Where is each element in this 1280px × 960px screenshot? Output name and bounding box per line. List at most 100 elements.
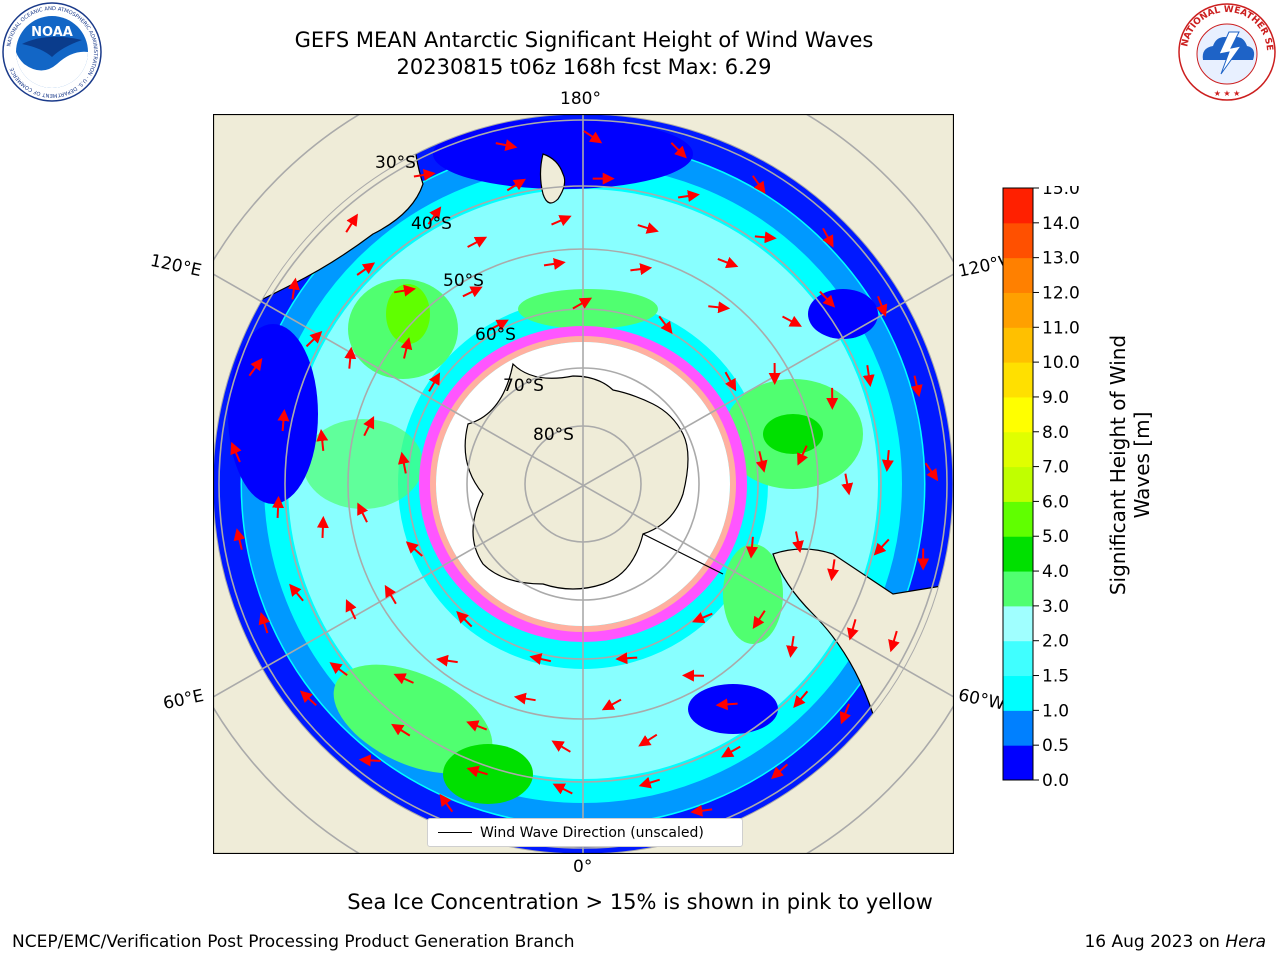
wave-direction-arrow [462,286,483,298]
colorbar-segment [1003,536,1033,572]
lat-label: 30°S [375,153,416,173]
colorbar-segment [1003,745,1033,781]
colorbar: 0.0 0.5 1.0 1.5 2.0 3.0 4.0 5.0 6.0 7.0 8.0 9.0 10.0… [1002,186,1080,786]
wave-direction-arrow [755,451,768,473]
wave-direction-arrow [822,227,834,248]
date-stamp: 16 Aug 2023 on Hera [1084,932,1266,952]
wave-direction-arrow [272,495,285,518]
wave-direction-arrow [316,515,329,538]
lon-label-0: 0° [573,857,593,877]
wave-direction-arrow [771,763,789,780]
wave-direction-arrow [839,703,851,725]
graticule [213,114,954,854]
wave-direction-arrow [721,745,741,758]
wave-direction-arrow [277,409,290,432]
wave-direction-arrow [637,222,659,234]
svg-text:★ ★ ★: ★ ★ ★ [1214,89,1241,98]
wave-direction-arrow [384,584,397,605]
wave-direction-arrow [258,612,271,634]
colorbar-tick-label: 6.0 [1042,492,1069,512]
wave-direction-arrow [439,793,454,813]
wave-direction-arrow [746,536,758,559]
credit-text: NCEP/EMC/Verification Post Processing Pr… [12,932,575,952]
wave-direction-arrow [345,213,358,233]
wave-direction-arrow [724,371,737,392]
wave-direction-arrow [754,231,777,244]
wave-direction-arrow [543,257,566,270]
wave-direction-arrow [677,190,700,202]
wave-direction-arrow [456,610,473,628]
wave-direction-arrow [305,331,323,348]
wave-direction-arrow [630,263,653,276]
date-text: 16 Aug 2023 on [1084,932,1226,952]
colorbar-segment [1003,605,1033,642]
wave-direction-arrow [495,139,518,151]
wave-direction-arrow [658,315,673,334]
wave-direction-arrow [797,445,808,466]
colorbar-segment [1003,466,1033,502]
wave-direction-arrow [506,178,526,192]
wave-direction-arrow [400,337,413,359]
colorbar-tick-label: 14.0 [1042,214,1080,234]
wave-direction-arrow [572,297,593,310]
wind-wave-arrows [230,130,939,836]
colorbar-segment [1003,640,1033,677]
wave-direction-arrow [552,783,573,795]
wave-direction-arrow [288,277,300,300]
colorbar-tick-label: 8.0 [1042,423,1069,443]
wave-direction-arrow [601,698,622,711]
wave-patch [333,664,493,774]
legend-label: Wind Wave Direction (unscaled) [480,824,704,841]
colorbar-tick-label: 5.0 [1042,527,1069,547]
wave-direction-arrow [827,559,839,582]
lon-label-120e: 120°E [148,250,204,282]
lat-label: 60°S [475,325,516,345]
colorbar-segment [1003,188,1033,224]
wave-direction-arrow [529,653,552,665]
wave-direction-arrow [638,733,658,747]
wave-direction-arrow [316,429,329,452]
wave-direction-arrow [466,765,488,778]
noaa-logo: NOAA NATIONAL OCEANIC AND ATMOSPHERIC AD… [2,2,102,102]
colorbar-segment [1003,222,1033,259]
colorbar-segment [1003,675,1033,711]
wave-direction-arrow [638,776,660,789]
sea-ice-note: Sea Ice Concentration > 15% is shown in … [347,890,933,914]
colorbar-tick-label: 7.0 [1042,458,1069,478]
wave-direction-arrow [428,372,441,392]
colorbar-tick-label: 0.0 [1042,771,1069,786]
noaa-logo-text: NOAA [31,25,73,40]
new-zealand [539,153,566,204]
wave-direction-arrow [924,462,939,482]
wave-direction-arrow [881,450,894,472]
wave-direction-arrow [345,599,357,620]
wave-direction-arrow [792,531,804,554]
polar-map: 30°S 40°S 50°S 60°S 70°S 80°S [213,114,954,854]
wave-direction-arrow [841,473,854,496]
wave-direction-arrow [910,375,923,398]
wave-direction-arrow [356,262,376,276]
colorbar-title-line1: Significant Height of Wind [1106,334,1130,596]
wave-direction-arrow [793,690,809,709]
colorbar-tick-label: 0.5 [1042,736,1069,756]
wave-direction-arrow [466,720,488,732]
wave-direction-arrow [405,541,423,557]
lat-label: 40°S [411,214,452,234]
colorbar-segment [1003,292,1033,328]
wave-direction-arrow [397,451,410,474]
wave-direction-arrow [513,692,536,705]
lat-label: 80°S [533,425,574,445]
legend-line-sample [438,832,472,833]
wave-direction-arrow [358,754,381,767]
wave-direction-arrow [782,315,802,327]
lat-label: 50°S [443,271,484,291]
colorbar-tick-label: 13.0 [1042,249,1080,269]
wave-direction-arrow [299,690,317,707]
colorbar-segment [1003,396,1033,433]
wave-direction-arrow [357,502,369,523]
chart-subtitle: 20230815 t06z 168h fcst Max: 6.29 [396,55,772,79]
wave-direction-arrow [329,662,348,677]
chart-title: GEFS MEAN Antarctic Significant Height o… [294,28,874,52]
colorbar-segment [1003,362,1033,398]
wave-direction-arrow [847,619,859,641]
